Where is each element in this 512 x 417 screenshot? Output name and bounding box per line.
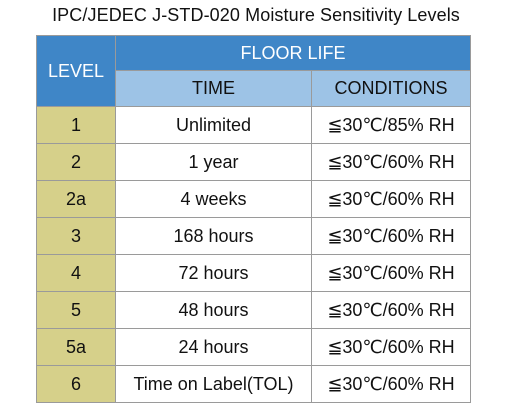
level-cell: 2 <box>36 143 116 181</box>
level-cell: 3 <box>36 217 116 255</box>
time-cell: 72 hours <box>115 254 312 292</box>
time-cell: 48 hours <box>115 291 312 329</box>
time-cell: 168 hours <box>115 217 312 255</box>
table-row: 3 168 hours ≦30℃/60% RH <box>36 217 471 255</box>
floor-life-header: FLOOR LIFE <box>115 35 471 71</box>
level-column-header: LEVEL <box>36 35 116 107</box>
header-row-top: LEVEL FLOOR LIFE <box>36 35 471 107</box>
conditions-cell: ≦30℃/60% RH <box>311 365 471 403</box>
table-row: 2 1 year ≦30℃/60% RH <box>36 143 471 181</box>
level-cell: 1 <box>36 106 116 144</box>
page-title: IPC/JEDEC J-STD-020 Moisture Sensitivity… <box>52 5 460 25</box>
level-cell: 4 <box>36 254 116 292</box>
level-cell: 6 <box>36 365 116 403</box>
table-row: 1 Unlimited ≦30℃/85% RH <box>36 106 471 144</box>
table-row: 2a 4 weeks ≦30℃/60% RH <box>36 180 471 218</box>
table-row: 5 48 hours ≦30℃/60% RH <box>36 291 471 329</box>
moisture-sensitivity-table: LEVEL FLOOR LIFE TIME CONDITIONS 1 Unlim… <box>36 35 471 403</box>
table-row: 4 72 hours ≦30℃/60% RH <box>36 254 471 292</box>
conditions-column-header: CONDITIONS <box>311 70 471 107</box>
table-header: LEVEL FLOOR LIFE TIME CONDITIONS <box>36 35 471 107</box>
conditions-cell: ≦30℃/60% RH <box>311 217 471 255</box>
table-row: 6 Time on Label(TOL) ≦30℃/60% RH <box>36 365 471 403</box>
conditions-cell: ≦30℃/60% RH <box>311 143 471 181</box>
header-row-sub: TIME CONDITIONS <box>37 70 471 107</box>
time-cell: 1 year <box>115 143 312 181</box>
time-cell: Unlimited <box>115 106 312 144</box>
table-row: 5a 24 hours ≦30℃/60% RH <box>36 328 471 366</box>
conditions-cell: ≦30℃/85% RH <box>311 106 471 144</box>
conditions-cell: ≦30℃/60% RH <box>311 254 471 292</box>
table-body: 1 Unlimited ≦30℃/85% RH 2 1 year ≦30℃/60… <box>36 106 471 403</box>
time-cell: Time on Label(TOL) <box>115 365 312 403</box>
level-cell: 5 <box>36 291 116 329</box>
time-column-header: TIME <box>115 70 312 107</box>
level-cell: 2a <box>36 180 116 218</box>
conditions-cell: ≦30℃/60% RH <box>311 328 471 366</box>
time-cell: 4 weeks <box>115 180 312 218</box>
level-cell: 5a <box>36 328 116 366</box>
conditions-cell: ≦30℃/60% RH <box>311 291 471 329</box>
time-cell: 24 hours <box>115 328 312 366</box>
conditions-cell: ≦30℃/60% RH <box>311 180 471 218</box>
